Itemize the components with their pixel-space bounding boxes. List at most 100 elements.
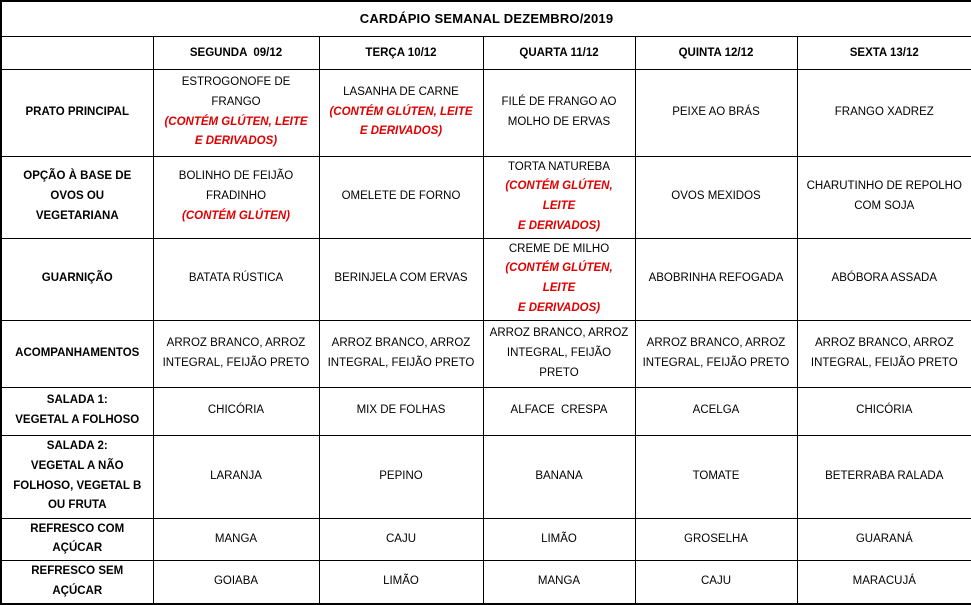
dish-name: GUARANÁ (855, 532, 913, 545)
menu-cell: BANANA (482, 434, 636, 519)
allergen-warning: (CONTÉM GLÚTEN) (182, 209, 290, 222)
menu-cell: ARROZ BRANCO, ARROZ INTEGRAL, FEIJÃO PRE… (634, 319, 798, 388)
menu-cell: GROSELHA (634, 517, 798, 562)
day-header-tuesday: TERÇA 10/12 (318, 35, 484, 70)
menu-cell: MIX DE FOLHAS (318, 386, 484, 436)
row-label: SALADA 2: VEGETAL A NÃO FOLHOSO, VEGETAL… (0, 434, 154, 519)
menu-cell: ARROZ BRANCO, ARROZ INTEGRAL, FEIJÃO PRE… (482, 319, 636, 388)
table-row-refresco-com-acucar: REFRESCO COM AÇÚCAR MANGA CAJU LIMÃO GRO… (0, 517, 971, 562)
menu-cell: CAJU (318, 517, 484, 562)
table-row-salada-1: SALADA 1: VEGETAL A FOLHOSO CHICÓRIA MIX… (0, 386, 971, 436)
row-label: ACOMPANHAMENTOS (0, 319, 154, 388)
row-label: OPÇÃO À BASE DE OVOS OU VEGETARIANA (0, 155, 154, 239)
menu-cell: PEPINO (318, 434, 484, 519)
dish-name: PEPINO (379, 469, 423, 482)
dish-name: BETERRABA RALADA (825, 469, 944, 482)
day-header-thursday: QUINTA 12/12 (634, 35, 798, 70)
dish-name: ARROZ BRANCO, ARROZ INTEGRAL, FEIJÃO PRE… (642, 336, 790, 369)
dish-name: TORTA NATUREBA (507, 160, 611, 173)
menu-cell: LARANJA (152, 434, 320, 519)
menu-cell: GOIABA (152, 560, 320, 605)
table-row-acompanhamentos: ACOMPANHAMENTOS ARROZ BRANCO, ARROZ INTE… (0, 319, 971, 388)
menu-cell: PEIXE AO BRÁS (634, 68, 798, 157)
allergen-warning: (CONTÉM GLÚTEN, LEITE E DERIVADOS) (164, 115, 308, 148)
dish-name: ACELGA (692, 404, 740, 417)
row-label: REFRESCO SEM AÇÚCAR (0, 560, 154, 605)
dish-name: ARROZ BRANCO, ARROZ INTEGRAL, FEIJÃO PRE… (327, 336, 475, 369)
row-label: REFRESCO COM AÇÚCAR (0, 517, 154, 562)
row-label: GUARNIÇÃO (0, 237, 154, 321)
menu-cell: ALFACE CRESPA (482, 386, 636, 436)
allergen-warning: (CONTÉM GLÚTEN, LEITE E DERIVADOS) (505, 180, 613, 232)
header-row: SEGUNDA 09/12 TERÇA 10/12 QUARTA 11/12 Q… (0, 35, 971, 70)
menu-cell: ARROZ BRANCO, ARROZ INTEGRAL, FEIJÃO PRE… (318, 319, 484, 388)
dish-name: LASANHA DE CARNE (343, 85, 459, 98)
dish-name: PEIXE AO BRÁS (672, 105, 760, 118)
dish-name: ARROZ BRANCO, ARROZ INTEGRAL, FEIJÃO PRE… (810, 336, 958, 369)
menu-cell: ARROZ BRANCO, ARROZ INTEGRAL, FEIJÃO PRE… (152, 319, 320, 388)
dish-name: MANGA (214, 532, 258, 545)
day-header-monday: SEGUNDA 09/12 (152, 35, 320, 70)
menu-cell: LIMÃO (482, 517, 636, 562)
row-label: PRATO PRINCIPAL (0, 68, 154, 157)
dish-name: GROSELHA (684, 532, 748, 545)
table-row-refresco-sem-acucar: REFRESCO SEM AÇÚCAR GOIABA LIMÃO MANGA C… (0, 560, 971, 605)
menu-cell: LASANHA DE CARNE (CONTÉM GLÚTEN, LEITE E … (318, 68, 484, 157)
dish-name: CHICÓRIA (207, 404, 265, 417)
menu-cell: ABÓBORA ASSADA (796, 237, 971, 321)
menu-cell: TORTA NATUREBA (CONTÉM GLÚTEN, LEITE E DE… (482, 155, 636, 239)
page-title: CARDÁPIO SEMANAL DEZEMBRO/2019 (0, 0, 971, 37)
table-row-opcao-vegetariana: OPÇÃO À BASE DE OVOS OU VEGETARIANA BOLI… (0, 155, 971, 239)
menu-cell: TOMATE (634, 434, 798, 519)
dish-name: OMELETE DE FORNO (341, 190, 461, 203)
allergen-warning: (CONTÉM GLÚTEN, LEITE E DERIVADOS) (505, 262, 613, 314)
menu-cell: CHICÓRIA (796, 386, 971, 436)
dish-name: BATATA RÚSTICA (188, 272, 284, 285)
menu-cell: ACELGA (634, 386, 798, 436)
dish-name: CAJU (700, 575, 732, 588)
menu-cell: OMELETE DE FORNO (318, 155, 484, 239)
dish-name: GOIABA (213, 575, 259, 588)
title-row: CARDÁPIO SEMANAL DEZEMBRO/2019 (0, 0, 971, 37)
menu-cell: BERINJELA COM ERVAS (318, 237, 484, 321)
dish-name: CAJU (385, 532, 417, 545)
menu-cell: CHICÓRIA (152, 386, 320, 436)
table-row-salada-2: SALADA 2: VEGETAL A NÃO FOLHOSO, VEGETAL… (0, 434, 971, 519)
dish-name: ABÓBORA ASSADA (831, 272, 937, 285)
dish-name: MARACUJÁ (852, 575, 916, 588)
dish-name: FILÉ DE FRANGO AO MOLHO DE ERVAS (501, 95, 617, 128)
menu-cell: GUARANÁ (796, 517, 971, 562)
menu-cell: BETERRABA RALADA (796, 434, 971, 519)
dish-name: LIMÃO (541, 532, 577, 545)
day-header-wednesday: QUARTA 11/12 (482, 35, 636, 70)
row-label: SALADA 1: VEGETAL A FOLHOSO (0, 386, 154, 436)
dish-name: TOMATE (692, 469, 740, 482)
dish-name: ALFACE CRESPA (510, 404, 608, 417)
menu-cell: BATATA RÚSTICA (152, 237, 320, 321)
corner-cell (0, 35, 154, 70)
menu-cell: LIMÃO (318, 560, 484, 605)
dish-name: CHARUTINHO DE REPOLHO COM SOJA (806, 180, 962, 213)
menu-cell: MANGA (152, 517, 320, 562)
menu-cell: ESTROGONOFE DE FRANGO (CONTÉM GLÚTEN, LEI… (152, 68, 320, 157)
menu-cell: CAJU (634, 560, 798, 605)
menu-cell: BOLINHO DE FEIJÃO FRADINHO (CONTÉM GLÚTEN… (152, 155, 320, 239)
menu-cell: MARACUJÁ (796, 560, 971, 605)
dish-name: MIX DE FOLHAS (356, 404, 446, 417)
dish-name: MANGA (537, 575, 581, 588)
dish-name: CHICÓRIA (856, 404, 913, 417)
menu-cell: ABOBRINHA REFOGADA (634, 237, 798, 321)
dish-name: FRANGO XADREZ (834, 105, 934, 118)
dish-name: OVOS MEXIDOS (671, 190, 761, 203)
menu-cell: OVOS MEXIDOS (634, 155, 798, 239)
dish-name: ABOBRINHA REFOGADA (648, 272, 784, 285)
dish-name: LARANJA (210, 469, 262, 482)
dish-name: LIMÃO (383, 575, 419, 588)
menu-cell: CHARUTINHO DE REPOLHO COM SOJA (796, 155, 971, 239)
dish-name: CREME DE MILHO (508, 242, 610, 255)
allergen-warning: (CONTÉM GLÚTEN, LEITE E DERIVADOS) (329, 105, 473, 138)
dish-name: ARROZ BRANCO, ARROZ INTEGRAL, FEIJÃO PRE… (489, 326, 629, 379)
dish-name: BERINJELA COM ERVAS (334, 272, 468, 285)
dish-name: ESTROGONOFE DE FRANGO (181, 75, 291, 108)
